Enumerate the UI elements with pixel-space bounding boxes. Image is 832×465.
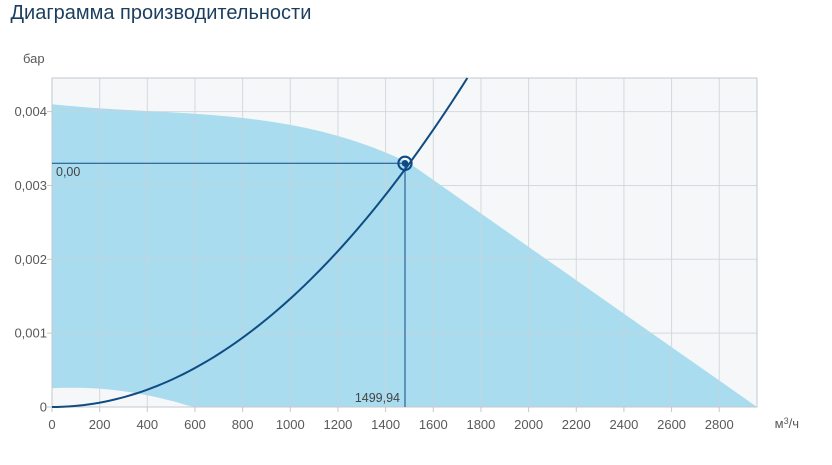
svg-text:1499,94: 1499,94: [355, 391, 400, 405]
svg-text:бар: бар: [23, 51, 45, 66]
svg-text:1400: 1400: [371, 417, 400, 432]
svg-text:0: 0: [40, 400, 47, 415]
svg-text:0,001: 0,001: [14, 326, 47, 341]
svg-text:2400: 2400: [609, 417, 638, 432]
svg-text:1200: 1200: [323, 417, 352, 432]
svg-text:0: 0: [48, 417, 55, 432]
svg-text:200: 200: [89, 417, 111, 432]
svg-text:2600: 2600: [657, 417, 686, 432]
svg-text:0,003: 0,003: [14, 178, 47, 193]
svg-text:600: 600: [184, 417, 206, 432]
svg-text:2200: 2200: [562, 417, 591, 432]
svg-text:400: 400: [136, 417, 158, 432]
svg-text:0,002: 0,002: [14, 252, 47, 267]
svg-text:1000: 1000: [276, 417, 305, 432]
svg-text:2800: 2800: [705, 417, 734, 432]
svg-text:м3/ч: м3/ч: [775, 416, 799, 431]
svg-text:1600: 1600: [419, 417, 448, 432]
svg-text:0,004: 0,004: [14, 104, 47, 119]
svg-text:2000: 2000: [514, 417, 543, 432]
svg-text:800: 800: [232, 417, 254, 432]
svg-text:1800: 1800: [466, 417, 495, 432]
svg-text:0,00: 0,00: [56, 165, 80, 179]
